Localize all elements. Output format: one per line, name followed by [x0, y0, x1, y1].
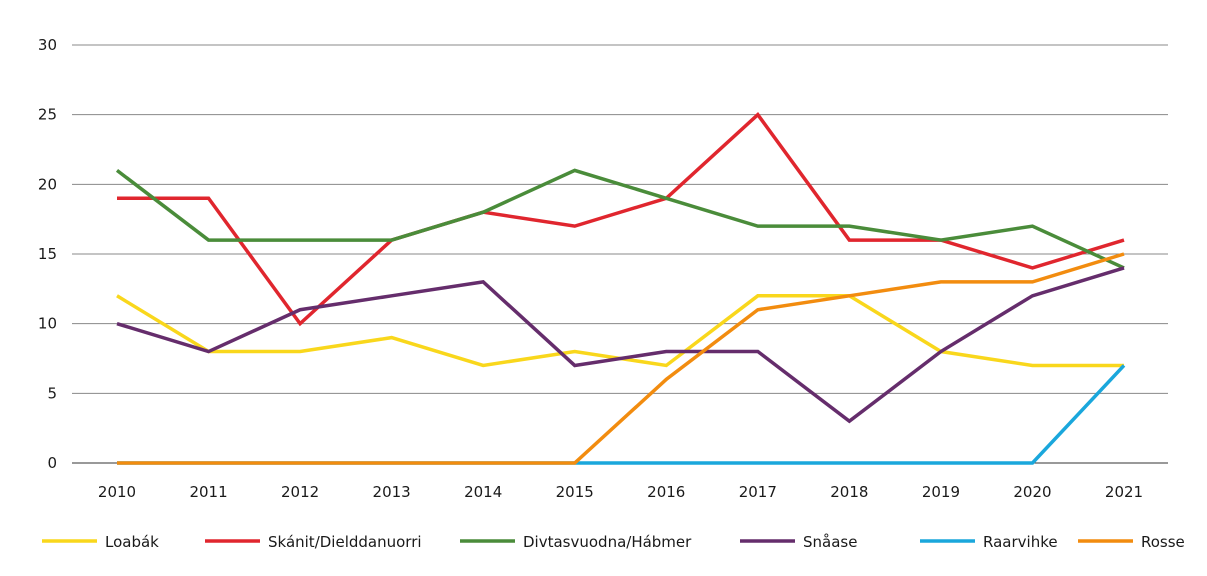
legend-label: Raarvihke	[983, 533, 1058, 551]
x-tick-label: 2013	[373, 483, 411, 501]
y-tick-label: 30	[38, 36, 57, 54]
x-tick-label: 2017	[739, 483, 777, 501]
legend-label: Rosse	[1141, 533, 1185, 551]
x-tick-label: 2010	[98, 483, 136, 501]
legend-item: Divtasvuodna/Hábmer	[460, 533, 692, 551]
legend-item: Raarvihke	[920, 533, 1058, 551]
y-tick-label: 0	[47, 454, 57, 472]
x-tick-label: 2014	[464, 483, 502, 501]
x-tick-label: 2018	[830, 483, 868, 501]
legend-label: Divtasvuodna/Hábmer	[523, 533, 692, 551]
series-line-5	[117, 252, 1125, 465]
series-line-4	[117, 364, 1126, 465]
legend-item: Rosse	[1078, 533, 1185, 551]
y-tick-label: 5	[47, 384, 57, 402]
x-axis: 2010 2011 2012 2013 2014 2015 2016 2017 2018 2019…	[98, 483, 1143, 501]
x-tick-label: 2021	[1105, 483, 1143, 501]
series-line-3	[116, 266, 1125, 424]
y-tick-label: 10	[38, 315, 57, 333]
legend-item: Snåase	[740, 533, 857, 551]
legend-label: Snåase	[803, 533, 857, 551]
series-line-2	[115, 168, 1125, 270]
legend-label: Loabák	[105, 533, 159, 551]
x-tick-label: 2015	[556, 483, 594, 501]
x-tick-label: 2011	[189, 483, 227, 501]
legend: Loabák Skánit/Dielddanuorri Divtasvuodna/H…	[42, 533, 1185, 551]
series-line-1	[117, 112, 1125, 327]
y-tick-label: 20	[38, 175, 57, 193]
x-tick-label: 2012	[281, 483, 319, 501]
y-tick-label: 15	[38, 245, 57, 263]
x-tick-label: 2020	[1013, 483, 1051, 501]
x-tick-label: 2019	[922, 483, 960, 501]
y-axis: 0 5 10 15 20 25 30	[38, 36, 57, 472]
series-lines	[115, 112, 1126, 465]
grid	[72, 44, 1168, 464]
legend-item: Skánit/Dielddanuorri	[205, 533, 422, 551]
legend-item: Loabák	[42, 533, 159, 551]
x-tick-label: 2016	[647, 483, 685, 501]
legend-label: Skánit/Dielddanuorri	[268, 533, 422, 551]
y-tick-label: 25	[38, 106, 57, 124]
